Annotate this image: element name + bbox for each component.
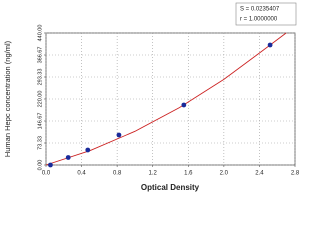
x-tick-label: 2.0 xyxy=(220,171,229,177)
y-tick-label: 293.33 xyxy=(37,69,43,86)
x-tick-label: 0.0 xyxy=(42,171,51,177)
x-tick-label: 1.2 xyxy=(149,171,158,177)
annotation: S = 0.0235407 xyxy=(240,7,280,13)
page: S = 0.0235407 r = 1.0000000 Optical Dens… xyxy=(2,2,300,193)
chart: S = 0.0235407 r = 1.0000000 Optical Dens… xyxy=(3,2,300,192)
y-tick-label: 73.33 xyxy=(37,136,43,150)
data-point xyxy=(267,42,273,48)
data-point xyxy=(48,162,53,168)
data-point xyxy=(116,132,122,138)
data-point xyxy=(181,102,187,108)
y-tick-label: 220.00 xyxy=(37,91,43,108)
y-tick-label: 0.00 xyxy=(37,160,43,171)
x-tick-label: 0.4 xyxy=(77,171,86,177)
data-point xyxy=(85,147,91,153)
y-tick-label: 440.00 xyxy=(37,25,43,42)
plot-area xyxy=(45,32,296,166)
x-tick-label: 2.8 xyxy=(291,171,300,177)
y-axis-label: Human Hepc concentration (ng/ml) xyxy=(3,40,12,157)
x-axis-label: Optical Density xyxy=(141,183,200,192)
x-tick-label: 1.6 xyxy=(184,171,193,177)
annotation-box xyxy=(235,2,297,26)
y-tick-label: 146.67 xyxy=(37,113,43,130)
x-tick-label: 2.4 xyxy=(255,171,264,177)
data-point xyxy=(65,155,71,160)
x-tick-label: 0.8 xyxy=(113,171,122,177)
y-tick-label: 366.67 xyxy=(37,47,43,64)
annotation: r = 1.0000000 xyxy=(240,17,278,23)
